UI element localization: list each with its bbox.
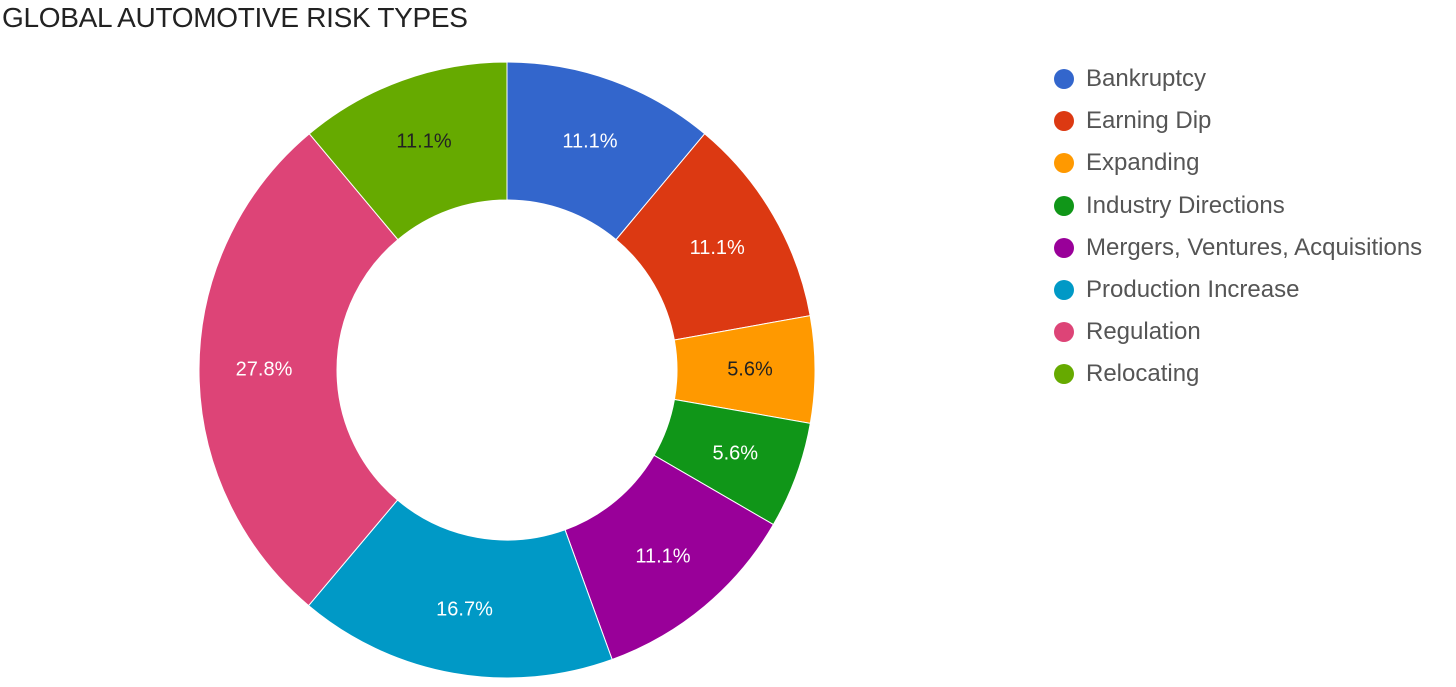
slices-group <box>198 61 816 679</box>
slice-label-relocating: 11.1% <box>396 131 451 153</box>
legend-label: Mergers, Ventures, Acquisitions <box>1086 233 1423 261</box>
legend-label: Regulation <box>1086 318 1201 346</box>
legend-label: Industry Directions <box>1086 191 1285 219</box>
legend-label: Relocating <box>1086 360 1200 388</box>
legend-item-industry-directions: Industry Directions <box>1052 185 1422 227</box>
legend-label: Production Increase <box>1086 276 1300 304</box>
legend-swatch-icon <box>1054 322 1074 343</box>
slice-label-expanding: 5.6% <box>727 359 773 381</box>
legend-item-regulation: Regulation <box>1052 311 1422 353</box>
slice-label-earning-dip: 11.1% <box>690 237 745 259</box>
legend-item-production-increase: Production Increase <box>1052 269 1422 311</box>
legend-swatch-icon <box>1054 195 1074 216</box>
slice-label-industry-directions: 5.6% <box>712 442 758 464</box>
slice-relocating <box>308 61 508 241</box>
legend-item-earning-dip: Earning Dip <box>1052 100 1422 142</box>
legend-label: Expanding <box>1086 149 1200 177</box>
legend-swatch-icon <box>1054 280 1074 301</box>
legend-item-mergers-ventures-acquisitions: Mergers, Ventures, Acquisitions <box>1052 227 1422 269</box>
chart-title: GLOBAL AUTOMOTIVE RISK TYPES <box>2 2 468 33</box>
slice-label-regulation: 27.8% <box>236 359 293 381</box>
legend-swatch-icon <box>1054 237 1074 258</box>
legend: Bankruptcy Earning Dip Expanding Industry D… <box>1052 58 1422 396</box>
slice-labels-group: 11.1% 11.1% 5.6% 5.6% 11.1% 16.7% 27.8% 11.1% <box>236 131 773 621</box>
legend-swatch-icon <box>1054 364 1074 385</box>
slice-label-production-increase: 16.7% <box>436 598 493 620</box>
legend-item-relocating: Relocating <box>1052 353 1422 395</box>
legend-swatch-icon <box>1054 153 1074 174</box>
slice-production-increase <box>307 499 613 679</box>
slice-label-mergers-ventures-acquisitions: 11.1% <box>635 545 690 567</box>
legend-label: Earning Dip <box>1086 107 1212 135</box>
slice-label-bankruptcy: 11.1% <box>562 131 617 153</box>
legend-swatch-icon <box>1054 111 1074 132</box>
legend-item-expanding: Expanding <box>1052 142 1422 184</box>
legend-label: Bankruptcy <box>1086 65 1207 93</box>
slice-regulation <box>198 133 399 607</box>
donut-chart: 11.1% 11.1% 5.6% 5.6% 11.1% 16.7% 27.8% 11.1% <box>198 61 816 679</box>
legend-swatch-icon <box>1054 69 1074 90</box>
legend-item-bankruptcy: Bankruptcy <box>1052 58 1422 100</box>
